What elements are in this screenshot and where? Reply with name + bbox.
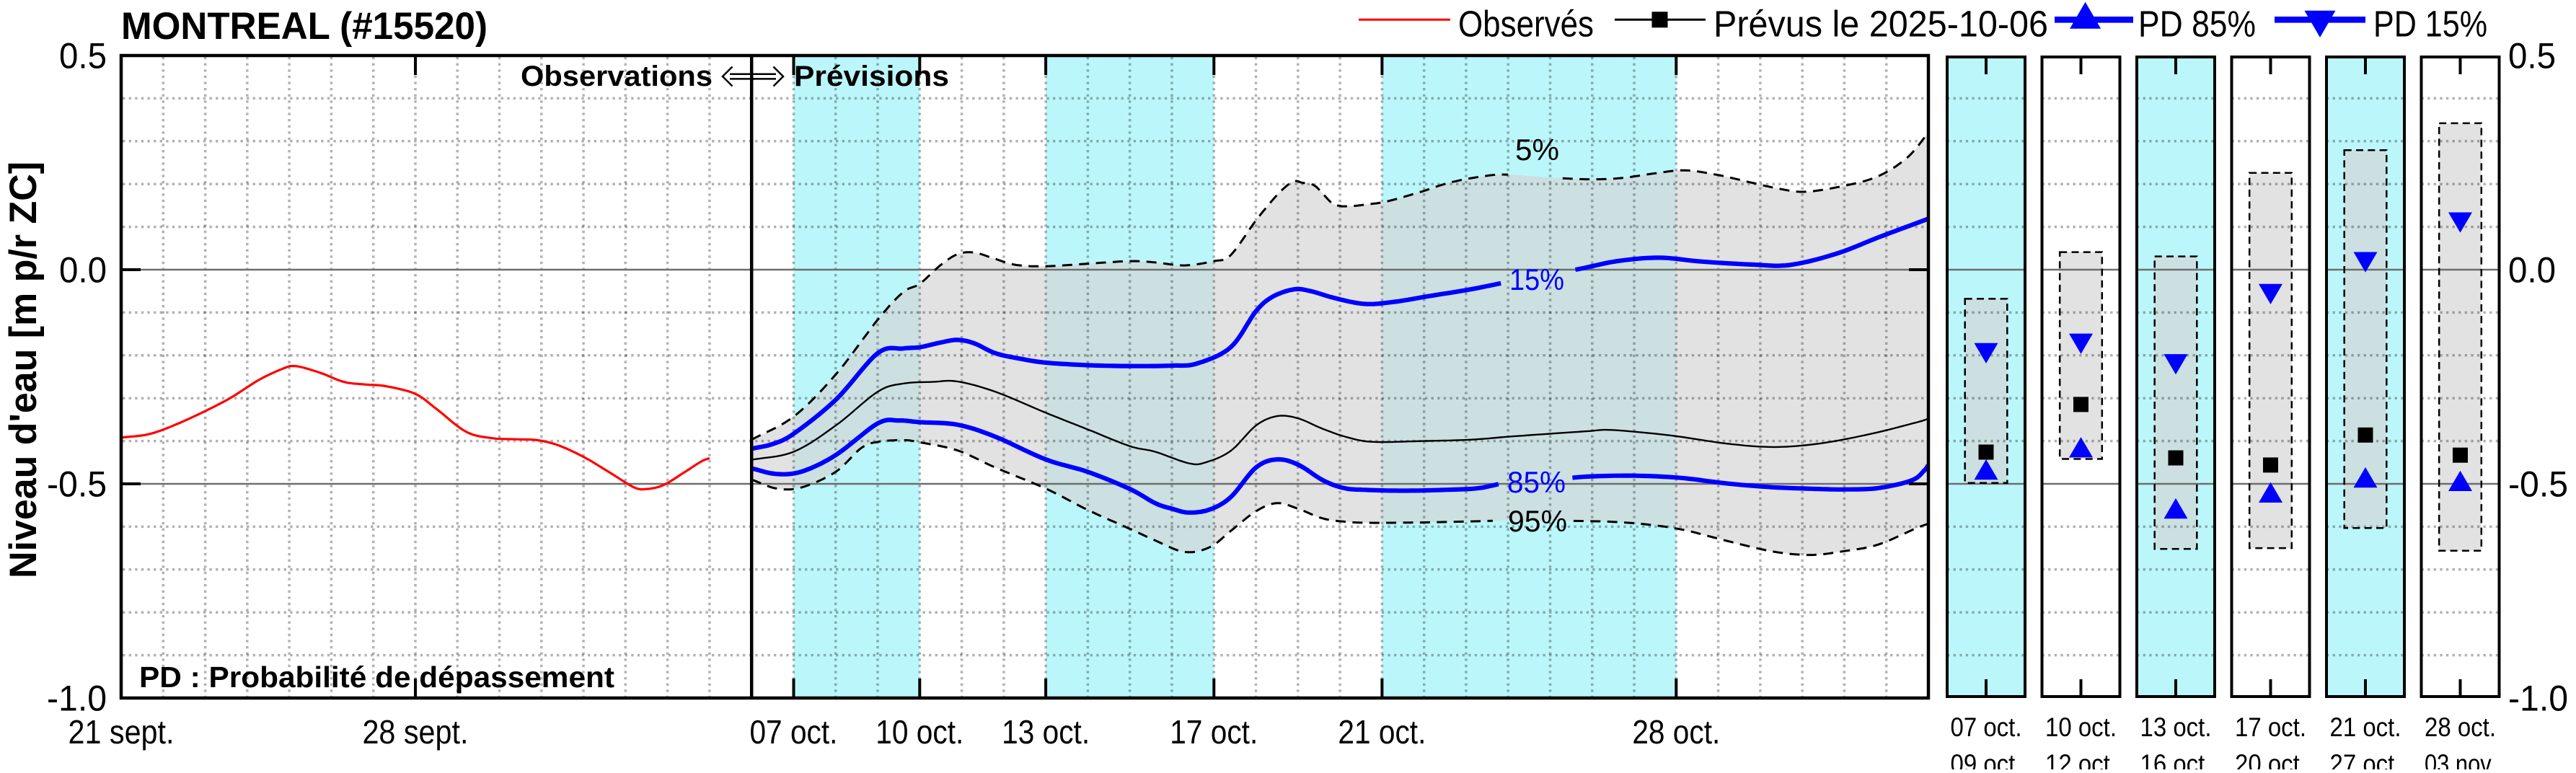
- svg-text:15%: 15%: [1509, 262, 1564, 296]
- svg-text:20 oct.: 20 oct.: [2235, 749, 2306, 769]
- svg-text:17 oct.: 17 oct.: [2235, 712, 2306, 742]
- svg-text:PD 85%: PD 85%: [2138, 4, 2256, 45]
- svg-text:85%: 85%: [1507, 465, 1566, 499]
- svg-text:5%: 5%: [1515, 133, 1559, 167]
- svg-text:10 oct.: 10 oct.: [875, 713, 963, 751]
- svg-text:13 oct.: 13 oct.: [1002, 713, 1090, 751]
- svg-text:-1.0: -1.0: [47, 679, 107, 719]
- svg-text:0.0: 0.0: [59, 250, 107, 291]
- svg-text:PD : Probabilité de dépassemen: PD : Probabilité de dépassement: [139, 661, 614, 694]
- svg-text:21 oct.: 21 oct.: [1338, 713, 1426, 751]
- svg-text:07 oct.: 07 oct.: [749, 713, 837, 751]
- svg-text:17 oct.: 17 oct.: [1170, 713, 1258, 751]
- svg-text:07 oct.: 07 oct.: [1951, 712, 2022, 742]
- svg-text:0.5: 0.5: [2508, 36, 2556, 76]
- svg-text:10 oct.: 10 oct.: [2045, 712, 2117, 742]
- svg-text:03 nov.: 03 nov.: [2425, 749, 2496, 769]
- svg-text:12 oct.: 12 oct.: [2045, 749, 2117, 769]
- svg-text:28 sept.: 28 sept.: [362, 713, 468, 751]
- svg-text:28 oct.: 28 oct.: [1632, 713, 1720, 751]
- svg-text:Observés: Observés: [1458, 4, 1594, 45]
- svg-text:-0.5: -0.5: [2508, 464, 2568, 505]
- svg-text:95%: 95%: [1508, 504, 1567, 538]
- svg-text:21 sept.: 21 sept.: [69, 713, 175, 751]
- svg-text:MONTREAL (#15520): MONTREAL (#15520): [121, 5, 488, 48]
- svg-text:13 oct.: 13 oct.: [2140, 712, 2212, 742]
- svg-text:28 oct.: 28 oct.: [2425, 712, 2496, 742]
- svg-text:-0.5: -0.5: [47, 464, 107, 505]
- svg-text:09 oct.: 09 oct.: [1951, 749, 2022, 769]
- svg-text:0.5: 0.5: [59, 36, 107, 76]
- svg-text:16 oct.: 16 oct.: [2140, 749, 2212, 769]
- svg-text:-1.0: -1.0: [2508, 679, 2568, 719]
- svg-text:0.0: 0.0: [2508, 250, 2556, 291]
- svg-text:Observations: Observations: [521, 61, 713, 92]
- svg-text:21 oct.: 21 oct.: [2330, 712, 2401, 742]
- svg-text:PD 15%: PD 15%: [2373, 4, 2487, 45]
- svg-text:27 oct.: 27 oct.: [2330, 749, 2401, 769]
- svg-text:Prévisions: Prévisions: [794, 61, 949, 92]
- svg-text:Niveau d'eau [m p/r ZC]: Niveau d'eau [m p/r ZC]: [2, 162, 45, 578]
- svg-text:Prévus le 2025-10-06: Prévus le 2025-10-06: [1713, 4, 2048, 45]
